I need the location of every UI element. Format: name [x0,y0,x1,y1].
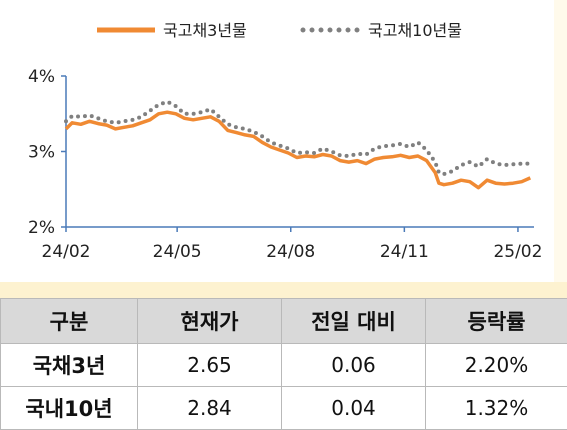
y-axis-ticks: 4% 3% 2% [28,67,66,238]
current-value: 2.65 [138,344,282,387]
y-tick-label: 4% [28,67,55,87]
series-line-3y [66,112,530,188]
table-row: 국내10년 2.84 0.04 1.32% [1,387,567,430]
divider-strip [0,282,567,298]
header-current: 현재가 [138,299,282,344]
rate-value: 1.32% [426,387,567,430]
y-tick-label: 3% [28,143,55,163]
header-category: 구분 [1,299,138,344]
row-label: 국내10년 [1,387,138,430]
change-value: 0.06 [282,344,426,387]
x-tick-label: 24/08 [266,242,315,262]
table-header-row: 구분 현재가 전일 대비 등락률 [1,299,567,344]
header-change: 전일 대비 [282,299,426,344]
y-tick-label: 2% [28,218,55,238]
table-row: 국채3년 2.65 0.06 2.20% [1,344,567,387]
row-label: 국채3년 [1,344,138,387]
x-axis-ticks: 24/02 24/05 24/08 24/11 25/02 [42,227,543,262]
rate-value: 2.20% [426,344,567,387]
legend: 국고채3년물 국고채10년물 [97,21,462,40]
x-tick-label: 24/11 [380,242,429,262]
legend-label-3y: 국고채3년물 [163,21,247,40]
x-tick-label: 25/02 [493,242,542,262]
header-rate: 등락률 [426,299,567,344]
legend-label-10y: 국고채10년물 [368,21,462,40]
x-tick-label: 24/05 [153,242,202,262]
x-tick-label: 24/02 [42,242,91,262]
yield-summary-table: 구분 현재가 전일 대비 등락률 국채3년 2.65 0.06 2.20% 국내… [0,298,567,430]
series-layer [66,102,530,188]
series-line-10y [66,102,530,174]
current-value: 2.84 [138,387,282,430]
change-value: 0.04 [282,387,426,430]
